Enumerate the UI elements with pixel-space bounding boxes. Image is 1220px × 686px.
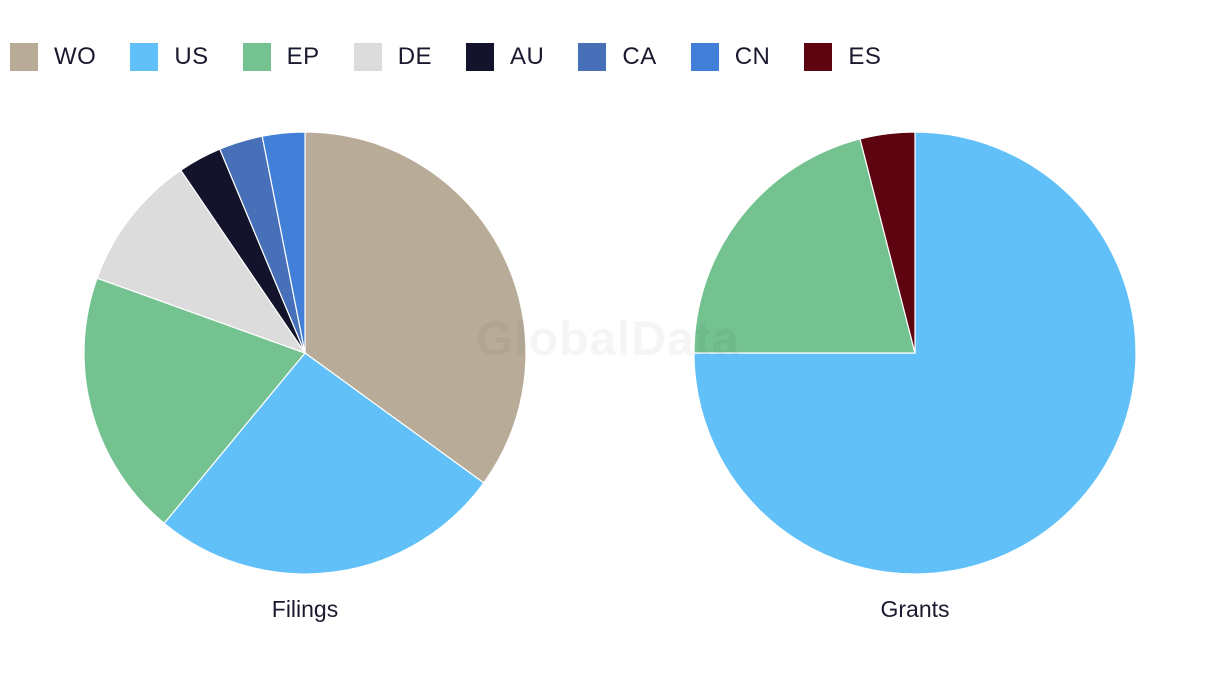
legend-swatch — [578, 43, 607, 71]
legend-item-es[interactable]: ES — [804, 43, 881, 71]
legend-swatch — [690, 43, 719, 71]
filings-slice-de[interactable] — [96, 169, 307, 355]
legend-label: CA — [622, 43, 657, 70]
watermark: GlobalData — [476, 312, 739, 367]
pie-title-filings: Filings — [272, 596, 338, 622]
legend-label: DE — [397, 43, 433, 70]
grants-slice-es[interactable] — [859, 131, 916, 354]
legend-item-cn[interactable]: CN — [690, 43, 771, 71]
legend-label: CN — [734, 43, 771, 70]
legend-label: WO — [54, 43, 97, 70]
legend-swatch — [466, 43, 495, 71]
legend-item-au[interactable]: AU — [466, 43, 544, 71]
legend-label: US — [174, 43, 209, 70]
pie-chart-filings — [83, 131, 527, 575]
filings-slice-wo[interactable] — [304, 131, 527, 484]
pie-chart-grants — [693, 131, 1137, 575]
legend-swatch — [804, 43, 833, 71]
legend-swatch — [10, 43, 38, 71]
filings-slice-cn[interactable] — [261, 131, 306, 354]
legend: WO US EP DE AU CA CN ES — [10, 40, 915, 74]
legend-item-ep[interactable]: EP — [242, 43, 320, 71]
legend-swatch — [242, 43, 271, 71]
legend-item-de[interactable]: DE — [353, 43, 433, 71]
legend-swatch — [130, 43, 159, 71]
legend-swatch — [353, 43, 382, 71]
pie-title-grants: Grants — [880, 596, 949, 622]
legend-label: AU — [510, 43, 545, 70]
legend-item-wo[interactable]: WO — [10, 43, 96, 71]
grants-slice-us[interactable] — [693, 131, 1137, 575]
filings-slice-us[interactable] — [163, 352, 485, 575]
filings-slice-ep[interactable] — [83, 277, 307, 525]
legend-item-us[interactable]: US — [130, 43, 208, 71]
legend-item-ca[interactable]: CA — [578, 43, 656, 71]
grants-slice-ep[interactable] — [693, 138, 916, 354]
legend-label: ES — [848, 43, 882, 70]
legend-label: EP — [286, 43, 320, 70]
